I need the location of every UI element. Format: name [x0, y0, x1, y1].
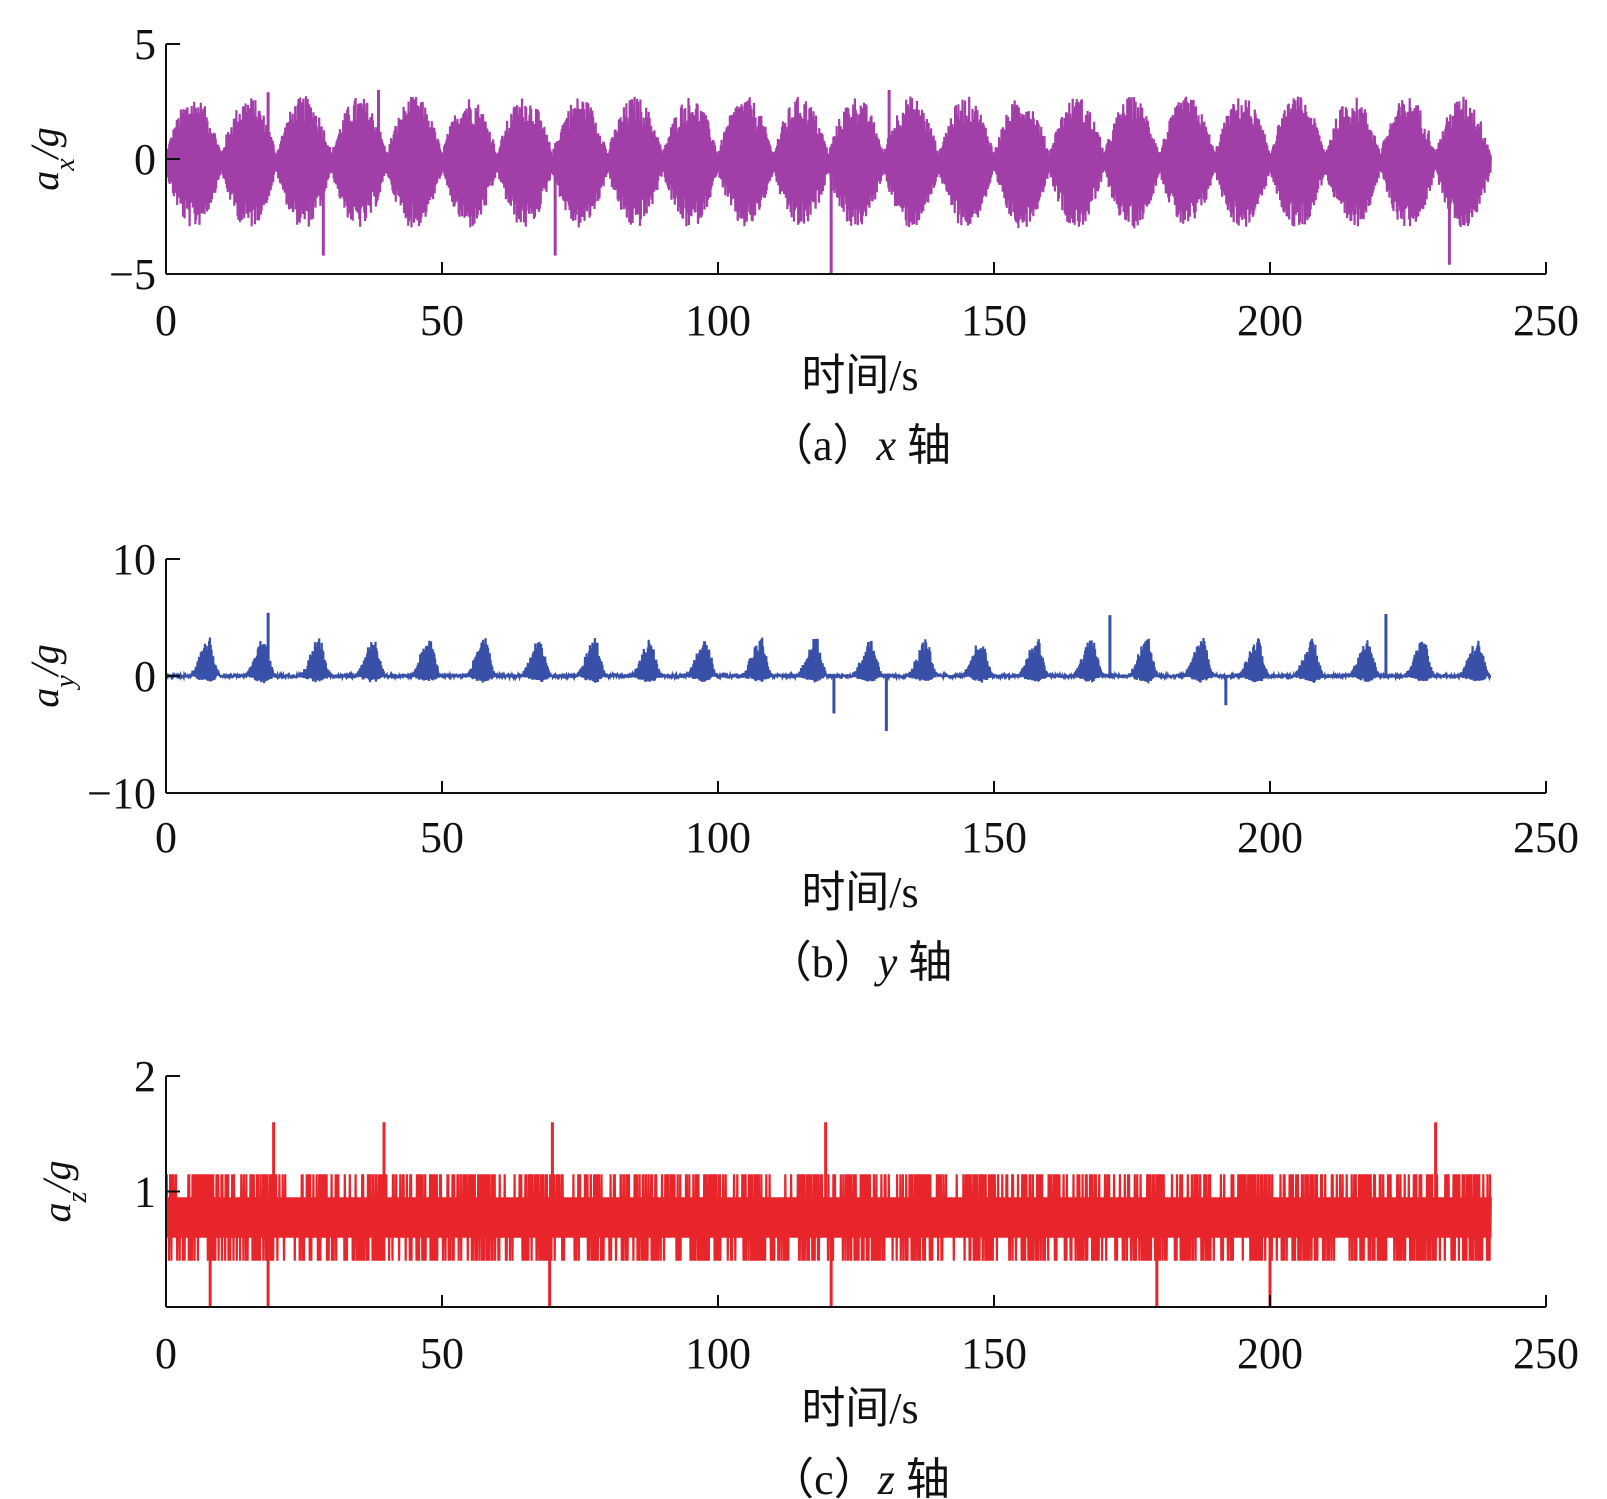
y-tick-label: −5: [109, 250, 156, 299]
panel-b: 100−10 0 50 100 150 200 250 ay/g 时间/s （b）y 轴: [22, 535, 1579, 987]
x-tick-label: 200: [1237, 1329, 1303, 1378]
data-series-ay: [165, 637, 1492, 684]
y-tick-label: −10: [87, 769, 156, 818]
x-axis-label: 时间/s: [801, 351, 918, 400]
panel-caption: （a）x 轴: [769, 421, 951, 470]
x-tick-label: 150: [961, 813, 1027, 862]
x-tick-label: 0: [155, 813, 177, 862]
panel-caption: （b）y 轴: [768, 938, 953, 987]
y-axis-label: ay/g: [22, 644, 81, 708]
data-series-az: [164, 1174, 1492, 1261]
x-tick-label: 50: [420, 1329, 464, 1378]
y-tick-label: 10: [112, 535, 156, 584]
data-series-ax: [164, 96, 1492, 229]
x-tick-label: 250: [1513, 1329, 1579, 1378]
y-tick-label: 2: [134, 1052, 156, 1101]
panel-a: 50−5 0 50 100 150 200 250 ax/g 时间/s （a）x 轴: [22, 20, 1579, 470]
x-tick-label: 0: [155, 1329, 177, 1378]
x-tick-label: 200: [1237, 296, 1303, 345]
x-tick-label: 250: [1513, 296, 1579, 345]
x-tick-label: 100: [685, 296, 751, 345]
x-tick-label: 150: [961, 296, 1027, 345]
y-tick-label: 0: [134, 652, 156, 701]
x-tick-label: 200: [1237, 813, 1303, 862]
panel-caption: （c）z 轴: [770, 1455, 950, 1499]
x-tick-label: 100: [685, 1329, 751, 1378]
x-tick-label: 50: [420, 813, 464, 862]
panel-c: 2 1 0 50 100 150 200 250 az/g 时间/s （c）z 轴: [34, 1052, 1579, 1499]
x-tick-label: 100: [685, 813, 751, 862]
x-tick-label: 150: [961, 1329, 1027, 1378]
y-tick-label: 5: [134, 20, 156, 69]
y-axis-label: az/g: [34, 1160, 93, 1222]
y-tick-label: 1: [134, 1168, 156, 1217]
x-tick-label: 50: [420, 296, 464, 345]
x-tick-label: 0: [155, 296, 177, 345]
x-tick-label: 250: [1513, 813, 1579, 862]
x-axis-label: 时间/s: [801, 1384, 918, 1433]
y-axis-label: ax/g: [22, 127, 81, 191]
x-axis-label: 时间/s: [801, 868, 918, 917]
y-tick-label: 0: [134, 135, 156, 184]
